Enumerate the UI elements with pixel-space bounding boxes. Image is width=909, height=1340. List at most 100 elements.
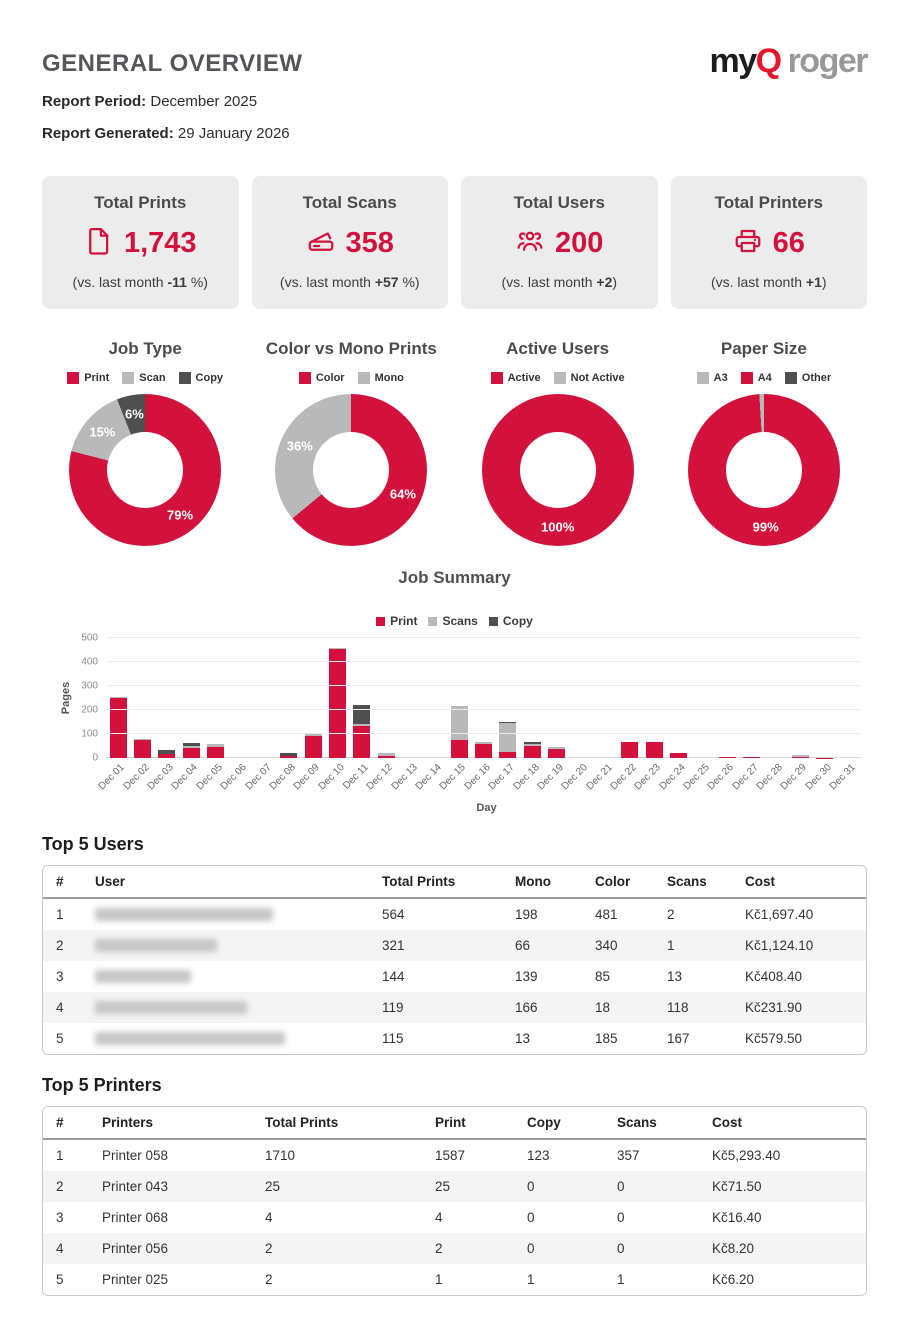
redacted-user-name xyxy=(95,908,273,921)
bar-slot xyxy=(203,638,227,758)
legend-label: Other xyxy=(802,372,831,384)
card-value: 358 xyxy=(346,227,394,260)
bar-segment-print xyxy=(353,726,370,758)
table-cell: 564 xyxy=(376,898,509,930)
table-cell: 2 xyxy=(259,1233,429,1264)
legend-label: Scans xyxy=(442,614,477,628)
table-cell: Kč5,293.40 xyxy=(706,1139,867,1171)
table-cell: 115 xyxy=(376,1023,509,1054)
printer-icon xyxy=(733,226,763,261)
legend-label: Not Active xyxy=(571,372,625,384)
legend-item: A3 xyxy=(697,372,728,384)
bar-slot xyxy=(691,638,715,758)
legend-swatch xyxy=(697,372,709,384)
legend-item: Scan xyxy=(122,372,165,384)
table-cell xyxy=(89,961,376,992)
delta-value: +2 xyxy=(596,274,612,290)
donut-slice-label: 100% xyxy=(541,520,574,535)
bar-slot xyxy=(350,638,374,758)
column-header: Print xyxy=(429,1107,521,1139)
legend-label: Copy xyxy=(196,372,224,384)
bar-slot xyxy=(788,638,812,758)
table-cell: 1 xyxy=(661,930,739,961)
bar-segment-print xyxy=(548,749,565,758)
bar-segment-print xyxy=(646,742,663,758)
table-cell: Kč6.20 xyxy=(706,1264,867,1295)
report-generated: Report Generated: 29 January 2026 xyxy=(42,125,867,142)
table-cell: 340 xyxy=(589,930,661,961)
card-total-scans: Total Scans 358 (vs. last month +57 %) xyxy=(252,176,449,309)
bar-segment-copy xyxy=(353,705,370,723)
y-tick-label: 0 xyxy=(92,753,98,764)
donut-chart: 100% xyxy=(482,394,634,546)
table-cell: 118 xyxy=(661,992,739,1023)
stacked-bar xyxy=(621,742,638,758)
y-axis-label: Pages xyxy=(60,682,72,714)
donut-slice-label: 6% xyxy=(125,407,144,422)
report-generated-label: Report Generated: xyxy=(42,125,174,142)
table-cell: 13 xyxy=(661,961,739,992)
stacked-bar xyxy=(353,705,370,758)
stacked-bar xyxy=(158,750,175,758)
table-cell: 0 xyxy=(611,1202,706,1233)
bar-segment-print xyxy=(134,740,151,758)
legend-item: Copy xyxy=(489,614,533,628)
bar-slot xyxy=(155,638,179,758)
table-cell: Kč408.40 xyxy=(739,961,867,992)
bar-segment-print xyxy=(207,747,224,758)
card-subtext: (vs. last month +2) xyxy=(467,274,652,290)
table-cell: 4 xyxy=(429,1202,521,1233)
page-title: GENERAL OVERVIEW xyxy=(42,50,303,78)
legend-label: A3 xyxy=(714,372,728,384)
table-cell: 119 xyxy=(376,992,509,1023)
column-header: User xyxy=(89,866,376,898)
legend-label: Color xyxy=(316,372,345,384)
table-cell: 4 xyxy=(259,1202,429,1233)
card-value: 200 xyxy=(555,227,603,260)
table-cell: 85 xyxy=(589,961,661,992)
table-cell: 1 xyxy=(611,1264,706,1295)
donut-hole xyxy=(520,432,596,508)
chart-legend: Color Mono xyxy=(248,372,454,384)
table-cell: Printer 056 xyxy=(96,1233,259,1264)
card-value: 1,743 xyxy=(124,227,197,260)
y-tick-label: 300 xyxy=(81,681,98,692)
report-period: Report Period: December 2025 xyxy=(42,93,867,110)
stacked-bar xyxy=(475,742,492,758)
table-cell xyxy=(89,1023,376,1054)
bar-slot xyxy=(471,638,495,758)
donut-hole xyxy=(107,432,183,508)
table-cell: 5 xyxy=(43,1023,89,1054)
gridline xyxy=(106,733,861,734)
logo-roger: ro☁ger xyxy=(788,42,867,80)
bar-segment-print xyxy=(475,744,492,758)
x-axis-label: Day xyxy=(106,802,867,814)
legend-label: Mono xyxy=(375,372,404,384)
table-cell: Kč1,697.40 xyxy=(739,898,867,930)
table-cell: 321 xyxy=(376,930,509,961)
table-cell: 166 xyxy=(509,992,589,1023)
table-cell: 25 xyxy=(429,1171,521,1202)
legend-item: Mono xyxy=(358,372,404,384)
table-cell xyxy=(89,992,376,1023)
donut-slice-label: 15% xyxy=(89,425,115,440)
donut-slice-label: 79% xyxy=(167,508,193,523)
bar-slot xyxy=(423,638,447,758)
table-cell: Kč16.40 xyxy=(706,1202,867,1233)
legend-item: Other xyxy=(785,372,831,384)
bar-segment-print xyxy=(305,736,322,758)
column-header: Scans xyxy=(611,1107,706,1139)
legend-label: Active xyxy=(508,372,541,384)
table-cell xyxy=(89,898,376,930)
y-tick-label: 100 xyxy=(81,729,98,740)
